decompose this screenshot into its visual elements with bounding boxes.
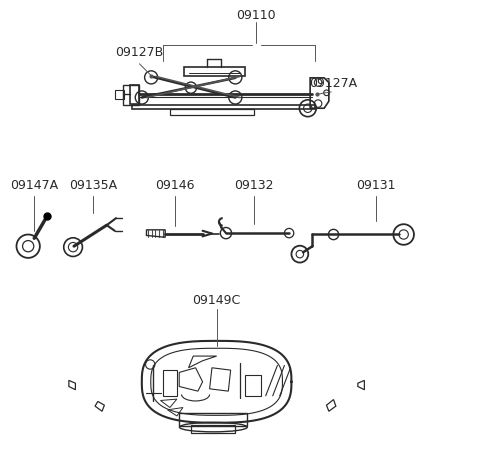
- Text: 09147A: 09147A: [10, 180, 58, 192]
- Bar: [115, 90, 123, 99]
- Text: 09127A: 09127A: [310, 76, 358, 90]
- Text: 09110: 09110: [237, 9, 276, 22]
- Text: 09149C: 09149C: [192, 294, 241, 307]
- Bar: [179, 413, 247, 426]
- Text: 09146: 09146: [155, 180, 194, 192]
- Text: 09131: 09131: [356, 180, 396, 192]
- Text: 09127B: 09127B: [115, 46, 164, 59]
- Text: 09135A: 09135A: [69, 180, 117, 192]
- Bar: [191, 425, 235, 433]
- Text: 09132: 09132: [234, 180, 274, 192]
- Polygon shape: [146, 230, 165, 237]
- Bar: [170, 109, 254, 115]
